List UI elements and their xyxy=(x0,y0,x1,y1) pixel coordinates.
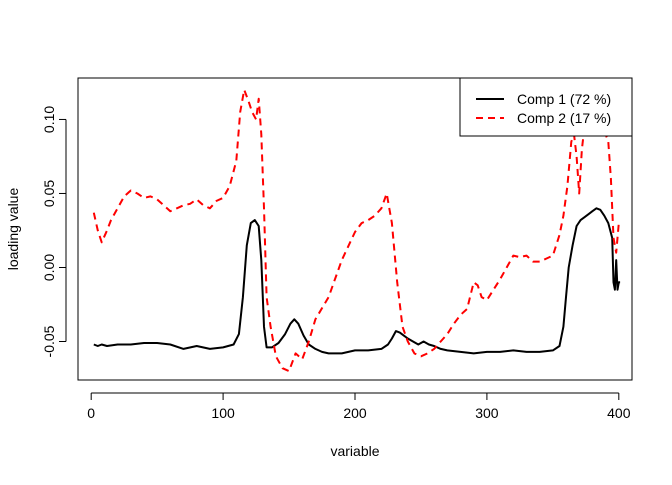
series-line-comp-2 xyxy=(92,88,620,373)
x-tick-label: 100 xyxy=(211,405,235,421)
legend: Comp 1 (72 %) Comp 2 (17 %) xyxy=(459,77,633,137)
plot-frame xyxy=(77,77,633,381)
x-tick-label: 300 xyxy=(475,405,499,421)
y-tick-label: -0.05 xyxy=(41,325,57,357)
x-axis-label: variable xyxy=(330,443,379,459)
series-line-comp-1 xyxy=(93,207,621,355)
y-axis: -0.05 0.00 0.05 0.10 xyxy=(41,106,67,357)
x-tick-label: 400 xyxy=(607,405,631,421)
y-axis-label: loading value xyxy=(5,188,21,271)
x-axis: 0 100 200 300 400 xyxy=(87,392,631,421)
y-tick-label: 0.00 xyxy=(41,254,57,281)
legend-box xyxy=(459,77,633,137)
series-layer xyxy=(92,88,621,373)
y-tick-label: 0.05 xyxy=(41,180,57,207)
x-tick-label: 200 xyxy=(343,405,367,421)
legend-label: Comp 1 (72 %) xyxy=(517,91,611,107)
y-tick-label: 0.10 xyxy=(41,106,57,133)
x-tick-label: 0 xyxy=(87,405,95,421)
legend-label: Comp 2 (17 %) xyxy=(517,110,611,126)
